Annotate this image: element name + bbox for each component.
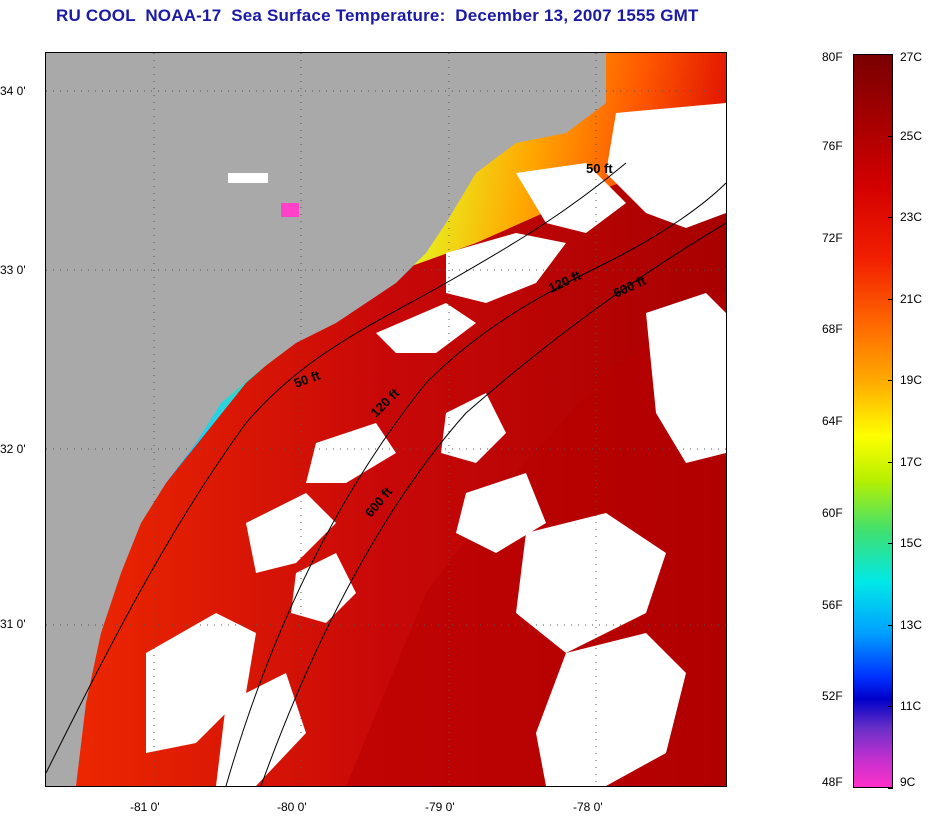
bathymetry-contours (46, 162, 726, 786)
colorbar-tick (888, 624, 893, 626)
colorbar-label-celsius: 17C (900, 454, 923, 469)
colorbar-label-fahrenheit: 64F (822, 414, 843, 428)
colorbar-tick (888, 380, 893, 382)
colorbar-label-celsius: 25C (900, 128, 923, 143)
lat-label: 31 0' (0, 617, 26, 631)
colorbar-label-celsius: 13C (900, 617, 923, 632)
colorbar-label-fahrenheit: 56F (822, 597, 843, 612)
colorbar-label-fahrenheit: 80F (822, 50, 843, 64)
lat-label: 34 0' (0, 84, 26, 98)
lat-label: 32 0' (0, 442, 26, 456)
cloud-mask (146, 103, 726, 786)
colorbar-label-celsius: 19C (900, 373, 923, 388)
colorbar-label-celsius: 21C (900, 291, 923, 306)
colorbar-label-celsius: 11C (900, 699, 922, 714)
sst-map: 50 ft 50 ft 120 ft 120 ft 600 ft 600 ft (45, 52, 727, 787)
colorbar-label-fahrenheit: 72F (822, 230, 843, 245)
inland-patch (228, 173, 268, 183)
colorbar-tick (888, 217, 893, 219)
colorbar-label-fahrenheit: 48F (822, 775, 843, 789)
colorbar-label-celsius: 27C (900, 50, 923, 64)
colorbar-label-celsius: 15C (900, 536, 923, 551)
colorbar-label-celsius: 23C (900, 210, 923, 225)
contour-label-50ft: 50 ft (586, 161, 613, 176)
colorbar-label-fahrenheit: 60F (822, 505, 843, 520)
colorbar-tick (888, 54, 893, 55)
colorbar-tick (888, 298, 893, 300)
colorbar-label-fahrenheit: 76F (822, 138, 843, 153)
sst-map-canvas: 50 ft 50 ft 120 ft 120 ft 600 ft 600 ft (46, 53, 726, 786)
colorbar-tick (888, 788, 893, 789)
colorbar-tick (888, 543, 893, 545)
colorbar-label-celsius: 9C (900, 775, 916, 789)
lon-label: -78 0' (573, 800, 603, 814)
lon-label: -79 0' (425, 800, 455, 814)
lon-label: -81 0' (130, 800, 160, 814)
lon-label: -80 0' (277, 800, 307, 814)
colorbar-tick (888, 135, 893, 137)
colorbar-tick (888, 706, 893, 708)
inland-patch (281, 203, 299, 217)
colorbar-label-fahrenheit: 52F (822, 689, 843, 704)
land-mass (46, 53, 606, 786)
map-title: RU COOL NOAA-17 Sea Surface Temperature:… (56, 6, 699, 25)
lat-label: 33 0' (0, 263, 26, 277)
colorbar-label-fahrenheit: 68F (822, 322, 843, 337)
colorbar-tick (888, 461, 893, 463)
temperature-colorbar (853, 54, 893, 788)
